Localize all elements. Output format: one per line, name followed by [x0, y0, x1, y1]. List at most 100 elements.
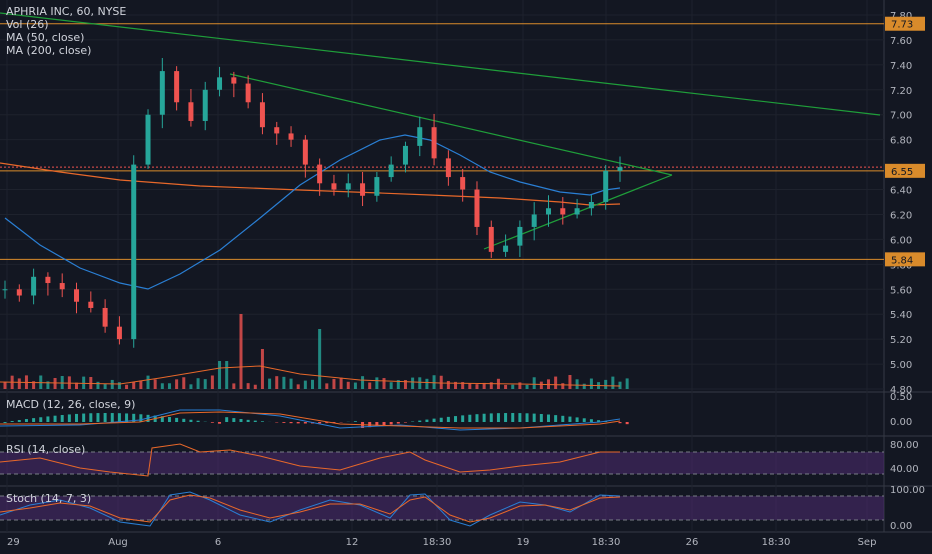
macd-label: MACD (12, 26, close, 9)	[6, 398, 135, 411]
macd-histogram-bar	[304, 422, 307, 423]
macd-histogram-bar	[32, 418, 35, 422]
macd-axis-label: 0.50	[890, 392, 912, 403]
candle-body	[460, 177, 465, 189]
volume-bar	[533, 377, 536, 389]
volume-bar	[325, 383, 328, 389]
candle-body	[532, 214, 537, 226]
macd-histogram-bar	[554, 415, 557, 422]
time-tick-label: 6	[215, 537, 221, 548]
volume-bar	[232, 383, 235, 389]
stoch-axis-label: 0.00	[890, 521, 912, 532]
volume-bar	[254, 385, 257, 389]
volume-bar	[354, 383, 357, 389]
volume-bar	[168, 383, 171, 389]
time-tick-label: 12	[346, 537, 359, 548]
candle-body	[503, 246, 508, 252]
candle-body	[489, 227, 494, 252]
macd-histogram-bar	[232, 418, 235, 422]
macd-histogram-bar	[447, 417, 450, 422]
candle-body	[174, 71, 179, 102]
volume-bar	[182, 377, 185, 389]
volume-bar	[332, 379, 335, 389]
time-tick-label: Sep	[858, 537, 877, 548]
volume-bar	[111, 380, 114, 389]
candle-body	[417, 127, 422, 146]
macd-histogram-bar	[82, 414, 85, 422]
macd-histogram-bar	[290, 422, 293, 423]
candle-body	[289, 133, 294, 139]
candle-body	[331, 183, 336, 189]
candle-body	[160, 71, 165, 115]
candle-body	[546, 208, 551, 214]
macd-histogram-bar	[197, 421, 200, 422]
macd-histogram-bar	[225, 417, 228, 422]
candle-body	[117, 327, 122, 339]
candle-body	[589, 202, 594, 208]
time-tick-label: Aug	[108, 537, 128, 548]
macd-histogram-bar	[461, 415, 464, 422]
candle-body	[203, 90, 208, 121]
macd-histogram-bar	[4, 422, 7, 423]
macd-histogram-bar	[526, 413, 529, 422]
legend-ma50: MA (50, close)	[6, 31, 126, 44]
volume-bar	[147, 376, 150, 389]
volume-bar	[568, 375, 571, 389]
volume-ma-line	[0, 366, 620, 386]
candle-body	[246, 84, 251, 103]
volume-bar	[218, 361, 221, 389]
macd-histogram-bar	[540, 414, 543, 422]
time-tick-label: 18:30	[423, 537, 452, 548]
macd-histogram-bar	[590, 419, 593, 422]
macd-histogram-bar	[68, 414, 71, 422]
price-tick-label: 6.80	[890, 136, 912, 147]
volume-bar	[225, 361, 228, 389]
volume-bar	[297, 384, 300, 389]
macd-histogram-bar	[468, 415, 471, 422]
macd-histogram-bar	[75, 414, 78, 422]
candle-body	[88, 302, 93, 308]
volume-bar	[340, 378, 343, 389]
volume-bar	[626, 378, 629, 389]
candle-body	[274, 127, 279, 133]
macd-histogram-bar	[254, 421, 257, 422]
macd-histogram-bar	[433, 419, 436, 422]
candle-body	[474, 190, 479, 227]
macd-histogram-bar	[397, 422, 400, 424]
candle-body	[17, 289, 22, 295]
candle-body	[603, 171, 608, 202]
volume-bar	[418, 377, 421, 389]
volume-bar	[268, 379, 271, 389]
macd-histogram-bar	[490, 413, 493, 422]
price-tick-label: 5.40	[890, 310, 912, 321]
macd-histogram-bar	[25, 419, 28, 422]
macd-histogram-bar	[189, 420, 192, 422]
volume-bar	[318, 329, 321, 389]
volume-bar	[311, 380, 314, 389]
candle-body	[317, 165, 322, 184]
volume-bar	[447, 381, 450, 389]
volume-bar	[239, 314, 242, 389]
price-tick-label: 7.40	[890, 61, 912, 72]
time-tick-label: 29	[7, 537, 20, 548]
macd-histogram-bar	[454, 416, 457, 422]
rsi-band	[0, 452, 884, 474]
stoch-axis-label: 100.00	[890, 485, 925, 496]
volume-bar	[189, 384, 192, 389]
time-tick-label: 19	[517, 537, 530, 548]
candle-body	[131, 165, 136, 340]
macd-histogram-bar	[318, 422, 321, 423]
volume-bar	[440, 376, 443, 389]
candle-body	[346, 183, 351, 189]
candle-body	[618, 167, 623, 171]
macd-histogram-bar	[568, 417, 571, 422]
price-badge-label: 7.73	[891, 20, 913, 31]
macd-histogram-bar	[261, 421, 264, 422]
volume-bar	[261, 349, 264, 389]
macd-histogram-bar	[619, 422, 622, 423]
macd-histogram-bar	[54, 416, 57, 422]
ma50-line	[5, 135, 620, 289]
macd-histogram-bar	[18, 420, 21, 422]
volume-bar	[82, 377, 85, 389]
